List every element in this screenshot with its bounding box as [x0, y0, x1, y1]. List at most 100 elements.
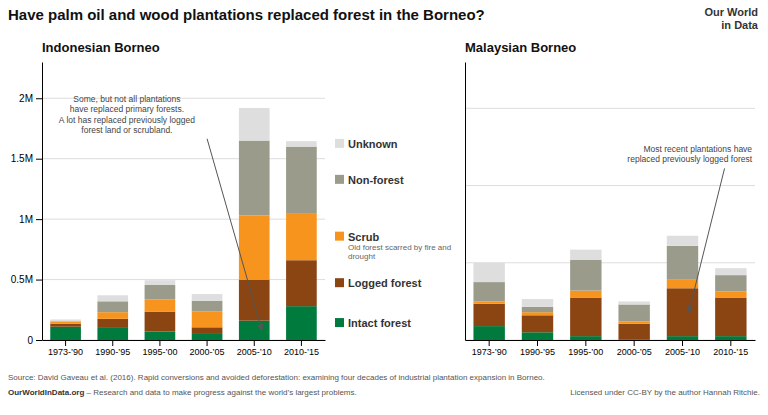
bar-segment: [239, 108, 270, 141]
legend-note-line: Old forest scarred by fire and: [348, 243, 451, 252]
y-tick-label: 0.5M: [11, 274, 33, 285]
x-tick: 2005-’10: [665, 340, 700, 357]
x-tick-label: 2005-’10: [665, 347, 700, 357]
legend-item: Non-forest: [335, 174, 404, 186]
y-tick-mark: [36, 219, 42, 220]
legend-label: Unknown: [348, 138, 398, 150]
bar-segment: [50, 319, 81, 321]
panel: 1973-’901990-’951995-’002000-’052005-’10…: [11, 40, 451, 357]
bar-segment: [522, 315, 553, 332]
bar-segment: [473, 263, 504, 282]
legend-item: Unknown: [335, 138, 398, 150]
bar-series: [473, 246, 746, 322]
bar-segment: [50, 322, 81, 324]
x-tick: 2000-’05: [190, 340, 225, 357]
bar-segment: [145, 280, 176, 285]
annotation: Most recent plantations havereplaced pre…: [627, 144, 752, 164]
x-tick-mark: [207, 340, 208, 346]
license-note: Licensed under CC-BY by the author Hanna…: [570, 388, 760, 397]
y-tick: 1.5M: [11, 153, 42, 164]
x-tick-mark: [301, 340, 302, 346]
bar-segment: [473, 326, 504, 340]
y-tick-label: 0: [27, 335, 33, 346]
x-tick: 2010-’15: [284, 340, 319, 357]
bar-segment: [97, 328, 128, 340]
x-tick-label: 2000-’05: [617, 347, 652, 357]
bar-segment: [97, 295, 128, 301]
legend-label: Logged forest: [348, 277, 422, 289]
bar-segment: [286, 213, 317, 260]
y-tick-mark: [36, 98, 42, 99]
bars: [50, 108, 316, 340]
x-tick-label: 1995-’00: [568, 347, 603, 357]
legend-swatch: [335, 278, 344, 287]
source-url: OurWorldInData.org: [8, 388, 84, 397]
bar-series: [50, 260, 316, 334]
x-tick-mark: [254, 340, 255, 346]
x-tick: 1995-’00: [568, 340, 603, 357]
annotation-line: replaced previously logged forest: [627, 154, 752, 164]
bar-segment: [522, 299, 553, 307]
legend-swatch: [335, 139, 344, 148]
bar-segment: [239, 141, 270, 216]
y-axis-line: [42, 63, 43, 341]
bar-segment: [715, 291, 746, 297]
bar-segment: [286, 141, 317, 146]
bar-segment: [239, 216, 270, 280]
grid-line: [465, 185, 755, 186]
annotation-arrow: [207, 139, 262, 331]
x-tick-label: 1990-’95: [95, 347, 130, 357]
x-tick: 1990-’95: [520, 340, 555, 357]
bar-segment: [192, 294, 223, 301]
x-tick-mark: [634, 340, 635, 346]
source-tagline: – Research and data to make progress aga…: [84, 388, 356, 397]
subplot-title: Malaysian Borneo: [465, 40, 576, 55]
legend-label: Non-forest: [348, 174, 404, 186]
legend-label: Scrub: [348, 231, 379, 243]
y-tick-label: 2M: [19, 93, 33, 104]
subplot-title: Indonesian Borneo: [42, 40, 160, 55]
legend-note-line: drought: [348, 252, 376, 261]
bar-series: [473, 280, 746, 324]
x-tick-mark: [112, 340, 113, 346]
logo-text: in Data: [721, 19, 759, 31]
bar-segment: [618, 304, 649, 321]
y-tick-label: 1M: [19, 214, 33, 225]
y-tick-mark: [36, 159, 42, 160]
x-axis-line: [466, 340, 756, 341]
bar-segment: [522, 307, 553, 312]
bar-segment: [192, 327, 223, 334]
grid-line: [42, 340, 325, 341]
annotation-line: Some, but not all plantations: [73, 94, 180, 104]
bar-segment: [570, 291, 601, 298]
bar-segment: [97, 319, 128, 328]
y-tick: 2M: [19, 93, 42, 104]
x-tick: 2000-’05: [617, 340, 652, 357]
bar-segment: [473, 282, 504, 301]
bar-segment: [239, 321, 270, 340]
bar-segment: [97, 301, 128, 312]
grid-line: [465, 340, 755, 341]
bar-segment: [570, 250, 601, 260]
bar-segment: [473, 301, 504, 303]
annotation-line: have replaced primary forests.: [70, 104, 184, 114]
x-axis-line: [43, 340, 326, 341]
bar-segment: [50, 327, 81, 340]
grid-line: [465, 262, 755, 263]
bar-segment: [522, 312, 553, 315]
bar-segment: [667, 288, 698, 336]
x-tick-mark: [537, 340, 538, 346]
bar-segment: [618, 324, 649, 339]
y-tick: 0.5M: [11, 274, 42, 285]
grid: [42, 98, 325, 340]
bar-segment: [715, 268, 746, 275]
x-tick: 1990-’95: [95, 340, 130, 357]
x-tick: 1973-’90: [472, 340, 507, 357]
bar-segment: [715, 275, 746, 291]
grid: [465, 108, 755, 340]
x-tick-mark: [65, 340, 66, 346]
legend-item: ScrubOld forest scarred by fire anddroug…: [335, 231, 451, 261]
y-tick-label: 1.5M: [11, 153, 33, 164]
y-axis: 0 0.5M 1M 1.5M 2M: [11, 63, 43, 346]
bar-segment: [570, 260, 601, 291]
